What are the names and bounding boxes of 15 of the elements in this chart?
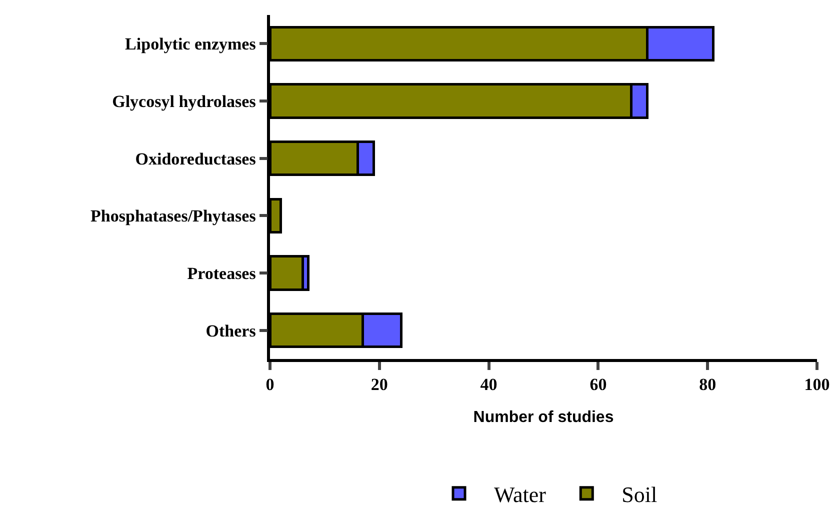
y-tick-label: Glycosyl hydrolases [112,92,256,111]
x-tick-label: 0 [266,375,274,394]
x-tick-label: 80 [699,375,716,394]
legend-label: Soil [622,482,658,507]
x-tick-label: 60 [590,375,607,394]
x-tick-label: 20 [370,375,388,394]
y-tick-label: Proteases [187,264,256,283]
legend-label: Water [494,482,547,507]
y-tick-label: Lipolytic enzymes [125,34,256,54]
x-tick-label: 100 [804,375,830,394]
y-tick-label: Others [206,321,256,340]
y-tick-label: Oxidoreductases [135,149,256,168]
y-tick-label: Phosphatases/Phytases [90,206,256,226]
x-tick-label: 40 [480,375,498,394]
x-axis-title: Number of studies [473,408,614,426]
